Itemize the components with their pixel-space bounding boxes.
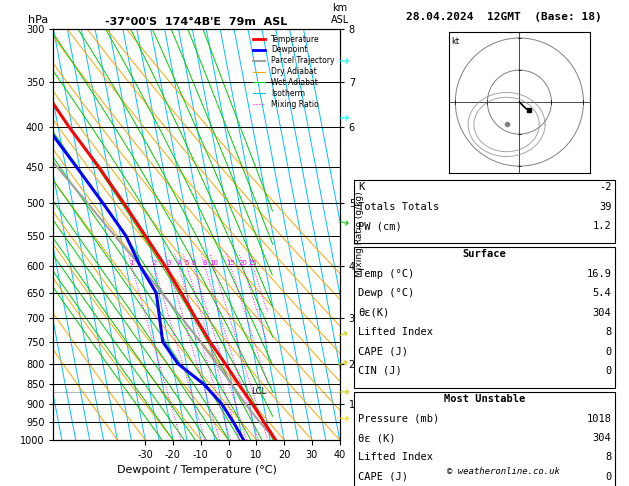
Text: 20: 20: [238, 260, 247, 266]
Text: 6: 6: [191, 260, 196, 266]
Text: 8: 8: [605, 452, 611, 463]
Text: 16.9: 16.9: [586, 269, 611, 279]
Text: LCL: LCL: [252, 387, 267, 396]
Text: 304: 304: [593, 433, 611, 443]
Text: 4: 4: [176, 260, 181, 266]
Text: 28.04.2024  12GMT  (Base: 18): 28.04.2024 12GMT (Base: 18): [406, 12, 601, 22]
Text: CAPE (J): CAPE (J): [358, 472, 408, 482]
Text: © weatheronline.co.uk: © weatheronline.co.uk: [447, 467, 560, 476]
Text: Dewp (°C): Dewp (°C): [358, 288, 414, 298]
Text: ↗: ↗: [333, 53, 350, 70]
Text: Surface: Surface: [463, 249, 506, 260]
Text: ↗: ↗: [333, 411, 350, 427]
Text: 8: 8: [605, 327, 611, 337]
Text: kt: kt: [452, 37, 460, 46]
Text: 304: 304: [593, 308, 611, 318]
Text: 8: 8: [203, 260, 207, 266]
Text: Lifted Index: Lifted Index: [358, 327, 433, 337]
Text: 1.2: 1.2: [593, 221, 611, 231]
Text: 0: 0: [605, 366, 611, 376]
Text: CIN (J): CIN (J): [358, 366, 402, 376]
Text: K: K: [358, 182, 364, 192]
Text: km
ASL: km ASL: [330, 3, 349, 25]
Text: 0: 0: [605, 472, 611, 482]
Text: Pressure (mb): Pressure (mb): [358, 414, 439, 424]
Text: 5.4: 5.4: [593, 288, 611, 298]
Text: Most Unstable: Most Unstable: [444, 394, 525, 404]
Text: θε (K): θε (K): [358, 433, 396, 443]
Title: -37°00'S  174°4B'E  79m  ASL: -37°00'S 174°4B'E 79m ASL: [106, 17, 287, 27]
Text: ↗: ↗: [334, 327, 349, 343]
Text: ↗: ↗: [334, 355, 349, 372]
Text: ↗: ↗: [333, 384, 350, 400]
Text: 39: 39: [599, 202, 611, 212]
Text: Totals Totals: Totals Totals: [358, 202, 439, 212]
Text: Temp (°C): Temp (°C): [358, 269, 414, 279]
Text: 0: 0: [605, 347, 611, 357]
Text: 1018: 1018: [586, 414, 611, 424]
Text: Mixing Ratio (g/kg): Mixing Ratio (g/kg): [355, 191, 364, 278]
Text: 1: 1: [130, 260, 134, 266]
Legend: Temperature, Dewpoint, Parcel Trajectory, Dry Adiabat, Wet Adiabat, Isotherm, Mi: Temperature, Dewpoint, Parcel Trajectory…: [252, 33, 336, 110]
X-axis label: Dewpoint / Temperature (°C): Dewpoint / Temperature (°C): [116, 465, 277, 475]
Text: -2: -2: [599, 182, 611, 192]
Text: PW (cm): PW (cm): [358, 221, 402, 231]
Text: 15: 15: [226, 260, 235, 266]
Text: ↗: ↗: [333, 215, 350, 231]
Text: 5: 5: [184, 260, 189, 266]
Text: Lifted Index: Lifted Index: [358, 452, 433, 463]
Text: 10: 10: [209, 260, 218, 266]
Text: 2: 2: [152, 260, 157, 266]
Text: CAPE (J): CAPE (J): [358, 347, 408, 357]
Text: 25: 25: [248, 260, 257, 266]
Text: 3: 3: [166, 260, 170, 266]
Text: θε(K): θε(K): [358, 308, 389, 318]
Text: ↗: ↗: [333, 110, 350, 127]
Text: hPa: hPa: [28, 15, 48, 25]
